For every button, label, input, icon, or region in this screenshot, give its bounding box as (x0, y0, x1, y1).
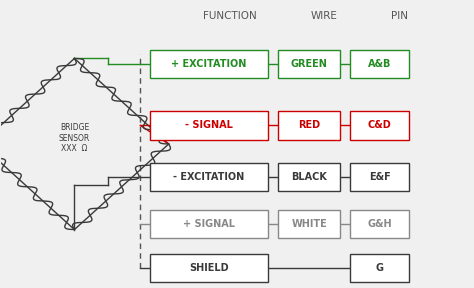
FancyBboxPatch shape (350, 254, 409, 282)
Text: G: G (375, 263, 383, 273)
Text: A&B: A&B (368, 59, 391, 69)
Text: WHITE: WHITE (291, 219, 327, 229)
FancyBboxPatch shape (350, 50, 409, 78)
FancyBboxPatch shape (350, 210, 409, 238)
FancyBboxPatch shape (150, 254, 268, 282)
FancyBboxPatch shape (150, 111, 268, 140)
FancyBboxPatch shape (150, 50, 268, 78)
Text: WIRE: WIRE (311, 11, 337, 21)
Text: PIN: PIN (391, 11, 408, 21)
FancyBboxPatch shape (150, 162, 268, 191)
Text: + EXCITATION: + EXCITATION (171, 59, 246, 69)
Text: E&F: E&F (369, 172, 391, 182)
Text: BLACK: BLACK (291, 172, 327, 182)
Text: - SIGNAL: - SIGNAL (185, 120, 233, 130)
FancyBboxPatch shape (278, 162, 340, 191)
Text: - EXCITATION: - EXCITATION (173, 172, 245, 182)
Text: FUNCTION: FUNCTION (203, 11, 257, 21)
Text: G&H: G&H (367, 219, 392, 229)
FancyBboxPatch shape (350, 111, 409, 140)
Text: + SIGNAL: + SIGNAL (182, 219, 235, 229)
FancyBboxPatch shape (150, 210, 268, 238)
Text: C&D: C&D (368, 120, 392, 130)
FancyBboxPatch shape (278, 111, 340, 140)
Text: RED: RED (298, 120, 320, 130)
FancyBboxPatch shape (278, 210, 340, 238)
FancyBboxPatch shape (350, 162, 409, 191)
Text: BRIDGE
SENSOR
XXX  Ω: BRIDGE SENSOR XXX Ω (59, 123, 90, 153)
FancyBboxPatch shape (278, 50, 340, 78)
Text: SHIELD: SHIELD (189, 263, 228, 273)
Text: GREEN: GREEN (291, 59, 328, 69)
